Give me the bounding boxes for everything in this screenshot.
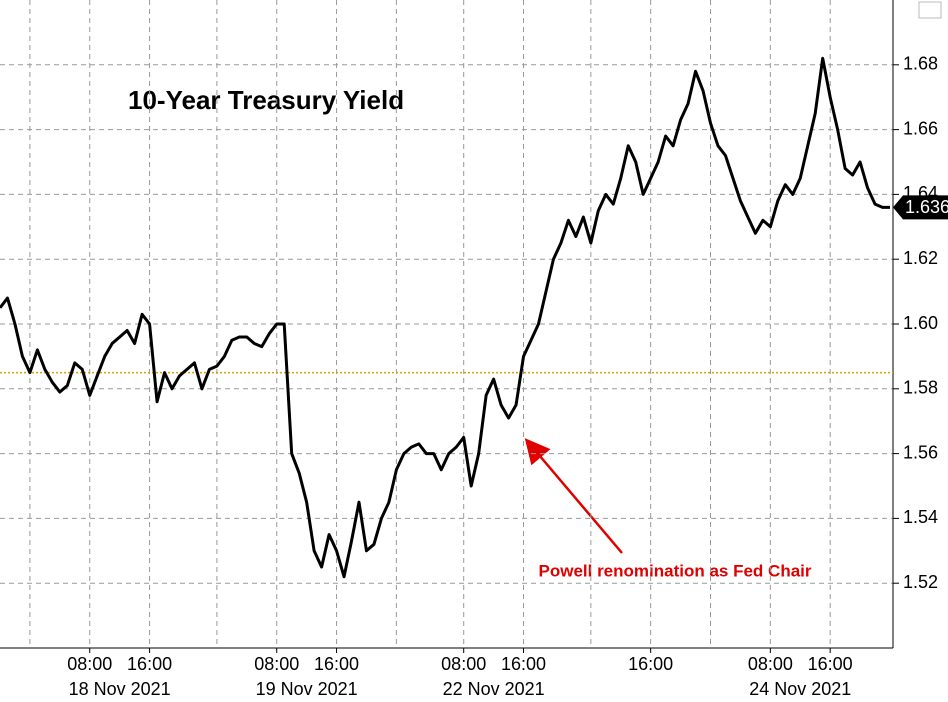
y-tick-label: 1.54	[903, 507, 938, 527]
x-tick-label: 16:00	[628, 654, 673, 674]
x-tick-label: 08:00	[254, 654, 299, 674]
x-tick-label: 16:00	[501, 654, 546, 674]
last-value-box	[893, 195, 948, 220]
y-tick-label: 1.56	[903, 442, 938, 462]
last-value-label: 1.636	[905, 197, 948, 217]
x-tick-label: 16:00	[808, 654, 853, 674]
x-date-label: 24 Nov 2021	[749, 679, 851, 699]
y-tick-label: 1.60	[903, 313, 938, 333]
x-tick-label: 16:00	[314, 654, 359, 674]
chart-title: 10-Year Treasury Yield	[128, 85, 404, 115]
annotation: Powell renomination as Fed Chair	[539, 561, 812, 580]
y-tick-label: 1.62	[903, 248, 938, 268]
x-date-label: 22 Nov 2021	[443, 679, 545, 699]
y-tick-label: 1.66	[903, 118, 938, 138]
x-date-label: 19 Nov 2021	[256, 679, 358, 699]
x-tick-label: 08:00	[441, 654, 486, 674]
x-tick-label: 08:00	[67, 654, 112, 674]
x-tick-label: 16:00	[127, 654, 172, 674]
y-tick-label: 1.52	[903, 572, 938, 592]
x-date-label: 18 Nov 2021	[69, 679, 171, 699]
chart-icon	[918, 1, 942, 19]
line-series	[0, 56, 890, 579]
x-tick-label: 08:00	[748, 654, 793, 674]
y-tick-label: 1.58	[903, 378, 938, 398]
y-tick-label: 1.68	[903, 54, 938, 74]
annotation-arrow	[524, 438, 623, 554]
